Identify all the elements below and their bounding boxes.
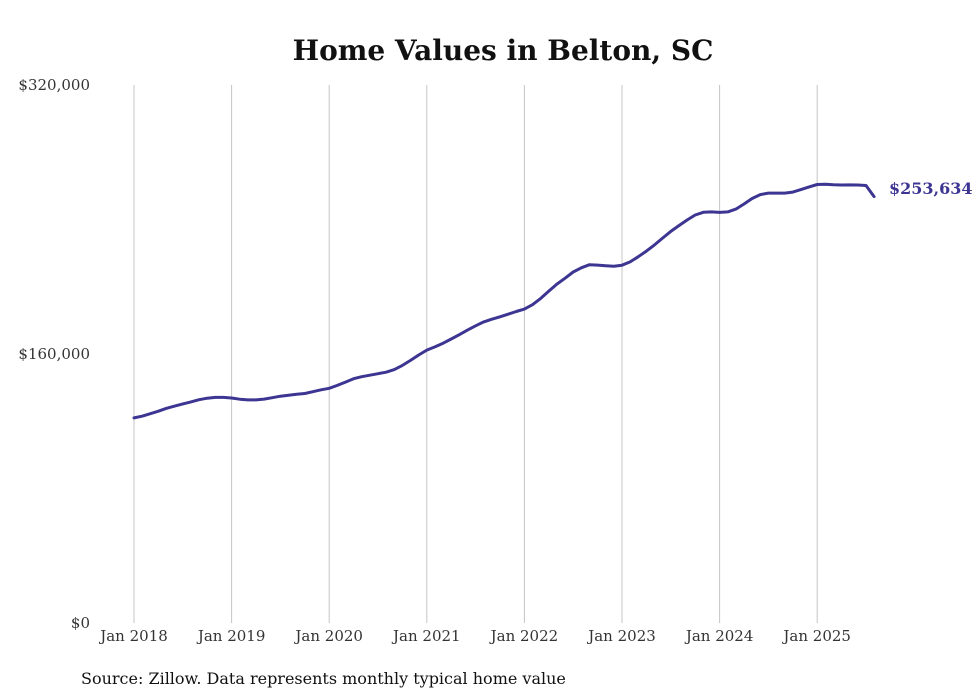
y-tick-label: $0 (71, 614, 90, 632)
x-tick-label: Jan 2021 (391, 627, 461, 645)
y-tick-label: $160,000 (18, 345, 90, 363)
y-axis-tick-labels: $320,000 $160,000 $0 (18, 76, 90, 632)
x-axis-tick-labels: Jan 2018 Jan 2019 Jan 2020 Jan 2021 Jan 2022… (98, 627, 851, 645)
x-tick-label: Jan 2018 (98, 627, 168, 645)
x-tick-label: Jan 2023 (586, 627, 656, 645)
y-tick-label: $320,000 (18, 76, 90, 94)
source-note: Source: Zillow. Data represents monthly … (81, 669, 566, 688)
x-tick-label: Jan 2025 (781, 627, 851, 645)
x-tick-label: Jan 2022 (489, 627, 559, 645)
x-tick-label: Jan 2019 (196, 627, 266, 645)
x-tick-label: Jan 2024 (684, 627, 754, 645)
home-value-series-line (132, 182, 876, 420)
x-tick-label: Jan 2020 (293, 627, 363, 645)
chart-title: Home Values in Belton, SC (293, 34, 714, 67)
latest-value-label: $253,634 (889, 179, 973, 198)
vertical-gridlines (133, 85, 818, 623)
